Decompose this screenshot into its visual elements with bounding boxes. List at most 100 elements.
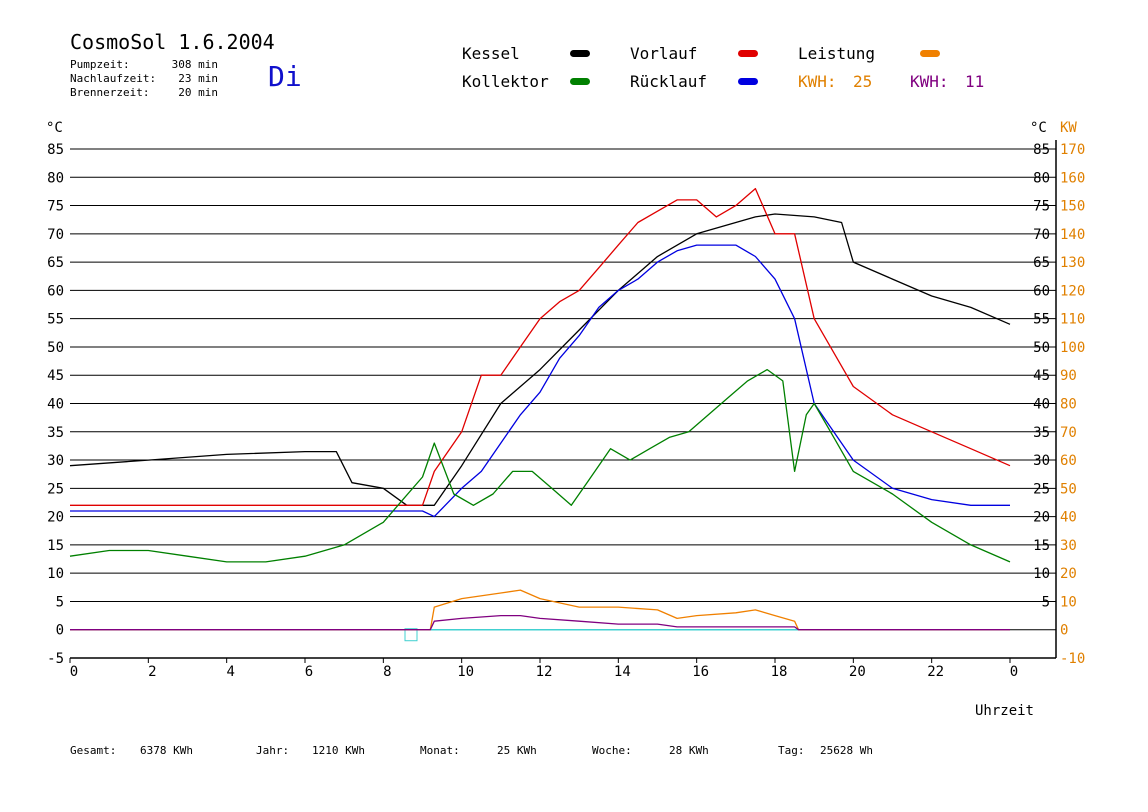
- footer-label: Gesamt:: [70, 744, 117, 757]
- y-tick-label-right-power: 60: [1060, 453, 1077, 469]
- y-tick-label-right-temp: 30: [1033, 453, 1050, 469]
- legend-ruecklauf: Rücklauf: [630, 72, 708, 91]
- y-tick-label-right-temp: 80: [1033, 170, 1050, 186]
- y-axis-label-left: °C: [46, 120, 63, 136]
- series-line-1: [69, 213, 1011, 506]
- y-tick-label-right-temp: 45: [1033, 368, 1050, 384]
- y-tick-label-left: 35: [47, 425, 64, 441]
- weekday-label: Di: [268, 60, 302, 93]
- y-tick-label-right-temp: 75: [1033, 199, 1050, 215]
- series-line-5: [70, 589, 1010, 631]
- x-tick-label: 20: [849, 664, 866, 680]
- stat-value: 23 min: [178, 72, 218, 85]
- y-axis-label-right-power: KW: [1060, 120, 1077, 136]
- y-tick-label-left: 50: [47, 340, 64, 356]
- x-tick-label: 14: [614, 664, 631, 680]
- y-tick-label-right-power: 150: [1060, 199, 1085, 215]
- legend-kessel: Kessel: [462, 44, 520, 63]
- y-tick-label-left: 60: [47, 283, 64, 299]
- y-tick-label-right-temp: 15: [1033, 538, 1050, 554]
- y-tick-label-right-power: 140: [1060, 227, 1085, 243]
- x-tick-label: 2: [148, 664, 156, 680]
- y-tick-label-right-temp: 70: [1033, 227, 1050, 243]
- y-tick-label-right-power: 30: [1060, 538, 1077, 554]
- y-tick-label-right-power: 120: [1060, 283, 1085, 299]
- marker-square: [404, 628, 418, 642]
- legend-ruecklauf-swatch: [738, 78, 758, 85]
- page-title: CosmoSol 1.6.2004: [70, 30, 275, 54]
- stat-label: Brennerzeit:: [70, 86, 150, 99]
- y-tick-label-right-temp: 65: [1033, 255, 1050, 271]
- y-tick-label-left: 65: [47, 255, 64, 271]
- y-tick-label-left: 85: [47, 142, 64, 158]
- y-tick-label-left: 40: [47, 397, 64, 413]
- y-tick-label-right-power: 10: [1060, 594, 1077, 610]
- y-tick-label-right-temp: 50: [1033, 340, 1050, 356]
- x-tick-label: 10: [457, 664, 474, 680]
- legend-kwh-value: 11: [965, 72, 985, 91]
- footer-value: 6378 KWh: [140, 744, 193, 757]
- chart-axes: [69, 140, 1057, 663]
- legend-kwh-value: 25: [853, 72, 873, 91]
- y-tick-label-right-temp: 20: [1033, 510, 1050, 526]
- x-tick-label: 12: [536, 664, 553, 680]
- legend-leistung-swatch: [920, 50, 940, 57]
- y-tick-label-right-temp: 55: [1033, 312, 1050, 328]
- y-tick-label-left: 15: [47, 538, 64, 554]
- footer-value: 25628 Wh: [820, 744, 873, 757]
- tick-labels: 0 2 4 6 8 10 12 14 16 18 20 22 0Uhrzeit-505101520253…: [46, 120, 1085, 719]
- x-tick-label: 0: [1010, 664, 1018, 680]
- x-tick-label: 0: [70, 664, 78, 680]
- y-tick-label-right-power: 40: [1060, 510, 1077, 526]
- x-tick-label: 18: [771, 664, 788, 680]
- y-tick-label-right-temp: 35: [1033, 425, 1050, 441]
- y-tick-label-right-power: 170: [1060, 142, 1085, 158]
- footer-value: 1210 KWh: [312, 744, 365, 757]
- x-tick-label: 8: [383, 664, 391, 680]
- footer-label: Monat:: [420, 744, 460, 757]
- y-tick-label-left: 75: [47, 199, 64, 215]
- x-tick-label: 22: [927, 664, 944, 680]
- y-tick-label-left: 10: [47, 566, 64, 582]
- x-tick-label: 4: [226, 664, 234, 680]
- footer-label: Woche:: [592, 744, 632, 757]
- y-tick-label-right-temp: 85: [1033, 142, 1050, 158]
- y-tick-label-right-power: 90: [1060, 368, 1077, 384]
- footer-label: Jahr:: [256, 744, 290, 757]
- legend-kwh-label: KWH:: [910, 72, 949, 91]
- stat-label: Nachlaufzeit:: [70, 72, 157, 85]
- footer-value: 28 KWh: [669, 744, 709, 757]
- stat-value: 20 min: [178, 86, 218, 99]
- y-tick-label-right-power: 130: [1060, 255, 1085, 271]
- grid-lines: [70, 148, 1056, 631]
- legend-kollektor: Kollektor: [462, 72, 549, 91]
- y-tick-label-right-power: 0: [1060, 623, 1068, 639]
- y-tick-label-right-power: 110: [1060, 312, 1085, 328]
- stat-label: Pumpzeit:: [70, 58, 130, 71]
- legend-kollektor-swatch: [570, 78, 590, 85]
- y-tick-label-left: 5: [56, 594, 64, 610]
- y-tick-label-right-temp: 5: [1042, 594, 1050, 610]
- y-tick-label-right-power: 50: [1060, 481, 1077, 497]
- y-tick-label-right-power: 70: [1060, 425, 1077, 441]
- y-tick-label-right-temp: 25: [1033, 481, 1050, 497]
- footer-value: 25 KWh: [497, 744, 537, 757]
- y-tick-label-left: 25: [47, 481, 64, 497]
- legend-leistung: Leistung: [798, 44, 876, 63]
- y-tick-label-left: 20: [47, 510, 64, 526]
- y-tick-label-right-power: 80: [1060, 397, 1077, 413]
- y-tick-label-left: 80: [47, 170, 64, 186]
- y-tick-label-right-temp: 40: [1033, 397, 1050, 413]
- stat-value: 308 min: [171, 58, 218, 71]
- series-line-2: [70, 187, 1011, 506]
- y-tick-label-right-power: 100: [1060, 340, 1085, 356]
- legend-kessel-swatch: [570, 50, 590, 57]
- y-tick-label-left: 45: [47, 368, 64, 384]
- y-tick-label-left: 55: [47, 312, 64, 328]
- x-axis-label: Uhrzeit: [975, 703, 1034, 719]
- legend-kwh-label: KWH:: [798, 72, 837, 91]
- y-tick-label-right-power: -10: [1060, 651, 1085, 667]
- y-tick-label-right-temp: 10: [1033, 566, 1050, 582]
- series-line-3: [70, 244, 1010, 518]
